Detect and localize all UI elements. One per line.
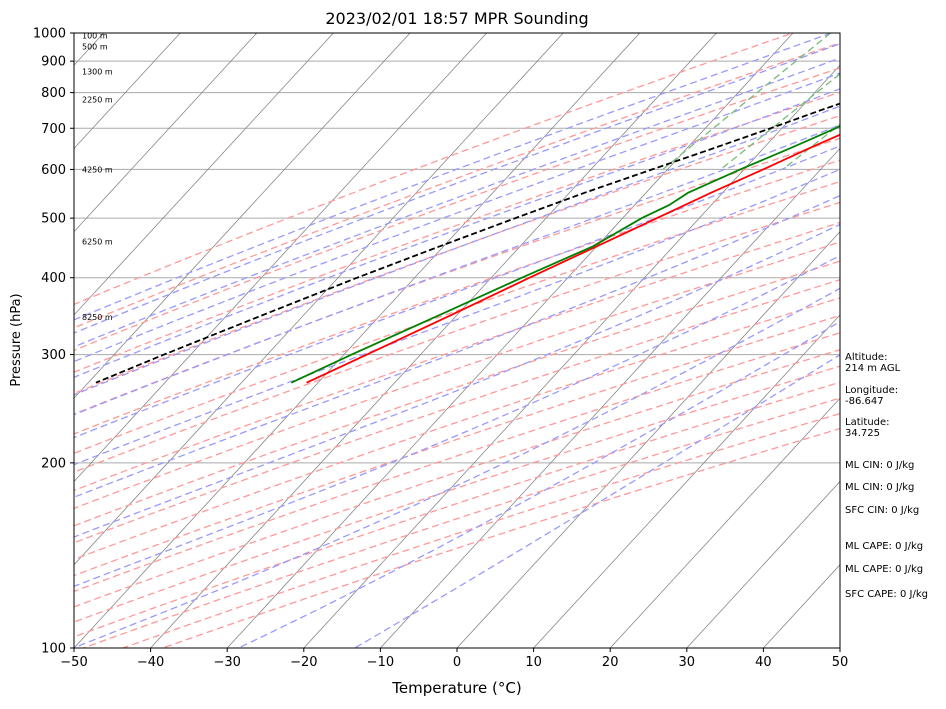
isotherm-line [0, 20, 499, 662]
dry-adiabat-line [0, 20, 831, 662]
y-tick-label: 100 [41, 642, 66, 657]
moist-adiabat-line [0, 33, 870, 648]
y-tick-label: 600 [41, 163, 66, 178]
isotherm-line [291, 20, 881, 662]
x-tick-label: −50 [60, 655, 87, 670]
stat-label: SFC CIN: 0 J/kg [845, 505, 919, 516]
x-tick-label: 20 [602, 655, 619, 670]
moist-adiabat-line [0, 33, 946, 648]
x-tick-label: 50 [832, 655, 849, 670]
x-tick-label: 0 [453, 655, 461, 670]
y-tick-label: 200 [41, 456, 66, 471]
x-axis-label: Temperature (°C) [391, 679, 521, 697]
moist-adiabat-line [0, 33, 946, 648]
dry-adiabat-line [85, 20, 946, 662]
height-label: 100 m [82, 32, 108, 41]
moist-adiabat-line [0, 33, 946, 648]
sounding-profiles [96, 33, 946, 383]
stat-label: ML CIN: 0 J/kg [845, 482, 914, 493]
height-label: 6250 m [82, 238, 113, 247]
isotherm-line [61, 20, 651, 662]
plot-frame [74, 33, 840, 648]
height-label: 8250 m [82, 313, 113, 322]
moist-adiabat-line [0, 33, 946, 648]
y-tick-label: 300 [41, 348, 66, 363]
moist-adiabat-line [0, 33, 946, 648]
height-label: 1300 m [82, 68, 113, 77]
dry-adiabat-line [124, 20, 946, 662]
isotherm-line [0, 20, 269, 662]
stat-label: SFC CAPE: 0 J/kg [845, 589, 928, 600]
axes: −50 −40 −30 −20 −10 0 10 20 30 40 50 1000 900 800 700 6… [33, 27, 848, 671]
height-label: 4250 m [82, 165, 113, 174]
parcel-profile-line [96, 33, 946, 383]
dewpoint-profile-line [291, 33, 946, 383]
moist-adiabat-line [0, 33, 946, 648]
x-tick-label: 10 [525, 655, 542, 670]
stat-label: ML CAPE: 0 J/kg [845, 564, 923, 575]
x-tick-label: −30 [213, 655, 240, 670]
stat-label: Latitude:34.725 [845, 417, 890, 439]
y-tick-label: 1000 [33, 27, 66, 42]
stat-label: Altitude:214 m AGL [845, 352, 900, 374]
height-label: 2250 m [82, 95, 113, 104]
x-tick-label: 40 [755, 655, 772, 670]
stat-label: ML CAPE: 0 J/kg [845, 541, 923, 552]
x-tick-label: −20 [290, 655, 317, 670]
y-tick-label: 700 [41, 122, 66, 137]
x-tick-label: −40 [137, 655, 164, 670]
moist-adiabat-line [0, 33, 946, 648]
y-tick-label: 900 [41, 55, 66, 70]
y-tick-label: 800 [41, 86, 66, 101]
mixing-ratio-line [907, 33, 946, 169]
height-labels: 100 m 500 m 1300 m 2250 m 4250 m 6250 m 8250 m [82, 32, 113, 323]
height-label: 500 m [82, 43, 108, 52]
isotherm-line [215, 20, 805, 662]
stat-label: Longitude:-86.647 [845, 385, 898, 407]
isotherm-line [0, 20, 345, 662]
isotherm-line [0, 20, 422, 662]
x-tick-label: 30 [679, 655, 696, 670]
y-tick-label: 400 [41, 271, 66, 286]
mixing-ratio-line [849, 33, 946, 169]
moist-adiabat-line [0, 33, 946, 648]
chart-title: 2023/02/01 18:57 MPR Sounding [325, 9, 588, 28]
moist-adiabat-line [0, 33, 946, 648]
stat-label: ML CIN: 0 J/kg [845, 460, 914, 471]
y-axis-label: Pressure (hPa) [9, 293, 24, 386]
y-tick-label: 500 [41, 212, 66, 227]
dry-adiabat-line [0, 20, 909, 662]
x-tick-label: −10 [367, 655, 394, 670]
isotherm-line [0, 20, 575, 662]
